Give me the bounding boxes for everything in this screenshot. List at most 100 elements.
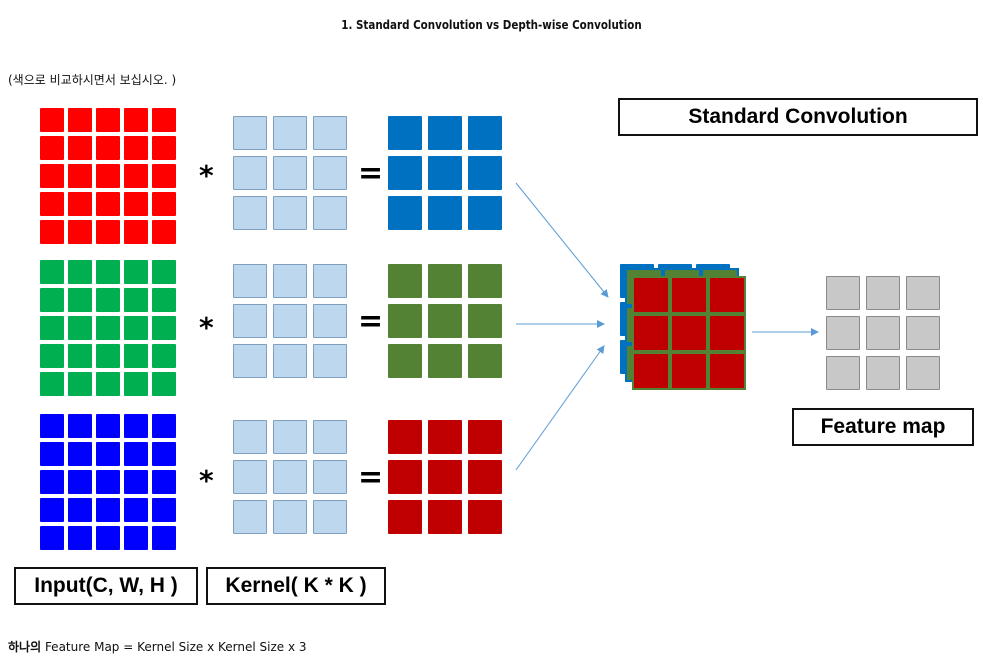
output-cell xyxy=(468,196,502,230)
input-cell xyxy=(152,414,176,438)
stack-cell xyxy=(672,354,706,388)
input-cell xyxy=(152,260,176,284)
output-grid-blue xyxy=(388,116,502,230)
multiply-operator-2: * xyxy=(199,311,214,344)
output-cell xyxy=(388,344,422,378)
output-cell xyxy=(428,196,462,230)
output-cell xyxy=(468,500,502,534)
input-cell xyxy=(152,526,176,550)
input-cell xyxy=(40,414,64,438)
input-cell xyxy=(96,372,120,396)
equals-operator-2: = xyxy=(358,304,384,339)
feature-cell xyxy=(826,356,860,390)
input-cell xyxy=(152,164,176,188)
output-cell xyxy=(428,460,462,494)
input-cell xyxy=(68,260,92,284)
kernel-cell xyxy=(233,264,267,298)
input-cell xyxy=(96,344,120,368)
input-cell xyxy=(152,344,176,368)
input-cell xyxy=(68,136,92,160)
kernel-grid-1 xyxy=(233,116,347,230)
kernel-cell xyxy=(313,196,347,230)
kernel-cell xyxy=(273,500,307,534)
output-cell xyxy=(428,116,462,150)
feature-map-formula: 하나의 Feature Map = Kernel Size x Kernel S… xyxy=(8,638,307,655)
stack-cell xyxy=(672,316,706,350)
kernel-cell xyxy=(313,420,347,454)
input-cell xyxy=(96,260,120,284)
kernel-cell xyxy=(313,344,347,378)
output-cell xyxy=(428,156,462,190)
arrow-blue-to-stack xyxy=(515,182,609,298)
kernel-cell xyxy=(233,420,267,454)
input-cell xyxy=(152,316,176,340)
output-cell xyxy=(388,420,422,454)
output-cell xyxy=(428,344,462,378)
output-cell xyxy=(468,264,502,298)
input-cell xyxy=(40,372,64,396)
kernel-cell xyxy=(313,460,347,494)
output-cell xyxy=(388,116,422,150)
input-cell xyxy=(124,220,148,244)
output-cell xyxy=(468,116,502,150)
output-cell xyxy=(388,196,422,230)
input-cell xyxy=(124,164,148,188)
output-cell xyxy=(388,156,422,190)
output-cell xyxy=(428,264,462,298)
kernel-cell xyxy=(273,420,307,454)
input-cell xyxy=(96,108,120,132)
compare-note: (색으로 비교하시면서 보십시오. ) xyxy=(8,73,177,87)
input-cell xyxy=(96,442,120,466)
input-cell xyxy=(124,288,148,312)
output-cell xyxy=(468,304,502,338)
input-cell xyxy=(40,260,64,284)
output-cell xyxy=(388,264,422,298)
formula-korean: 하나의 xyxy=(8,640,42,654)
stack-cell xyxy=(634,278,668,312)
kernel-cell xyxy=(233,344,267,378)
input-cell xyxy=(96,414,120,438)
input-cell xyxy=(68,414,92,438)
feature-map-grid xyxy=(826,276,940,390)
kernel-cell xyxy=(233,156,267,190)
input-cell xyxy=(40,316,64,340)
feature-cell xyxy=(866,356,900,390)
input-cell xyxy=(68,344,92,368)
kernel-cell xyxy=(313,156,347,190)
input-cell xyxy=(40,192,64,216)
input-cell xyxy=(124,470,148,494)
input-cell xyxy=(124,136,148,160)
kernel-cell xyxy=(233,460,267,494)
input-cell xyxy=(152,288,176,312)
input-cell xyxy=(152,372,176,396)
input-cell xyxy=(152,220,176,244)
input-cell xyxy=(68,108,92,132)
input-cell xyxy=(68,372,92,396)
stack-cell xyxy=(634,316,668,350)
input-grid-green xyxy=(40,260,176,396)
input-cell xyxy=(96,164,120,188)
stack-cell xyxy=(710,278,744,312)
kernel-cell xyxy=(313,264,347,298)
kernel-cell xyxy=(233,196,267,230)
input-cell xyxy=(68,288,92,312)
stack-cell xyxy=(672,278,706,312)
formula-text: Feature Map = Kernel Size x Kernel Size … xyxy=(41,640,307,654)
kernel-cell xyxy=(233,116,267,150)
output-cell xyxy=(388,460,422,494)
input-cell xyxy=(124,108,148,132)
kernel-cell xyxy=(233,304,267,338)
kernel-cell xyxy=(273,116,307,150)
input-cell xyxy=(152,108,176,132)
stack-cell xyxy=(634,354,668,388)
input-cell xyxy=(40,344,64,368)
input-cell xyxy=(68,526,92,550)
input-cell xyxy=(124,442,148,466)
equals-operator-3: = xyxy=(358,460,384,495)
input-label: Input(C, W, H ) xyxy=(14,567,198,605)
multiply-operator-1: * xyxy=(199,159,214,192)
standard-convolution-label: Standard Convolution xyxy=(618,98,978,136)
feature-cell xyxy=(906,276,940,310)
output-cell xyxy=(428,304,462,338)
input-cell xyxy=(124,260,148,284)
